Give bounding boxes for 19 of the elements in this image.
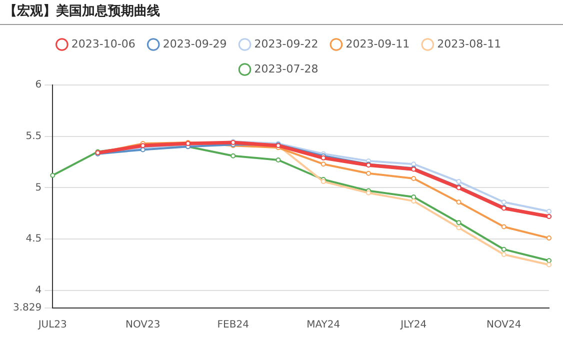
x-tick-label: MAY24 — [306, 320, 340, 331]
y-tick-label: 5 — [35, 182, 42, 194]
x-tick-label: NOV24 — [486, 320, 522, 331]
x-tick-label: FEB24 — [217, 320, 249, 331]
x-tick-label: NOV23 — [126, 320, 160, 331]
legend-label: 2023-09-22 — [254, 37, 318, 50]
y-tick-label: 3.829 — [12, 302, 42, 314]
x-tick-label: JLY24 — [400, 320, 427, 331]
legend-label: 2023-09-29 — [162, 37, 227, 50]
legend-label: 2023-08-11 — [437, 37, 502, 50]
legend-label: 2023-10-06 — [71, 37, 136, 50]
y-tick-label: 4 — [35, 285, 42, 296]
legend-label: 2023-09-11 — [346, 37, 410, 50]
y-tick-label: 5.5 — [26, 130, 42, 142]
y-tick-label: 4.5 — [26, 234, 42, 245]
x-tick-label: JUL23 — [37, 320, 67, 331]
y-tick-label: 6 — [35, 80, 42, 91]
chart-title: 【宏观】美国加息预期曲线 — [0, 0, 563, 25]
legend-label: 2023-07-28 — [254, 62, 318, 76]
